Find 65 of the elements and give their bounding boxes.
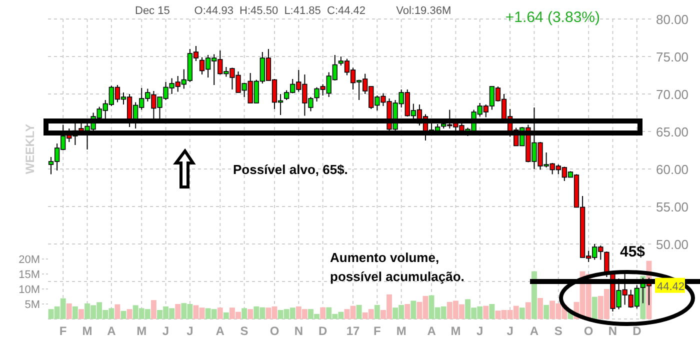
bar: [538, 298, 543, 319]
x-tick-label: J: [476, 324, 484, 338]
chart-subtitle: Dec 15 O:44.93 H:45.50 L:41.85 C:44.42 Vol:19.36M: [135, 5, 452, 17]
x-tick-label: N: [294, 324, 303, 338]
y-tick-label: 70.00: [656, 87, 689, 102]
x-tick-label: A: [216, 324, 225, 338]
bar: [404, 304, 410, 319]
candlestick: [604, 251, 610, 278]
y2-tick-label: 15M: [18, 269, 40, 281]
x-tick-label: S: [240, 324, 248, 338]
x-tick-label: S: [554, 324, 562, 338]
x-tick-label: A: [530, 324, 539, 338]
annotation: Aumento volume, possível acumulação.: [330, 250, 464, 284]
x-tick-label: J: [186, 324, 194, 338]
x-tick-label: M: [450, 324, 461, 338]
bar: [120, 310, 126, 319]
x-tick-label: M: [82, 324, 92, 338]
bar: [114, 304, 120, 319]
bar: [483, 306, 489, 319]
bar: [72, 306, 78, 319]
bar: [175, 304, 181, 319]
bar: [66, 303, 72, 319]
x-tick-label: J: [162, 324, 170, 338]
x-tick-label: O: [584, 324, 594, 338]
y-tick-label: 75.00: [656, 50, 689, 64]
y-tick-label: 80.00: [656, 12, 689, 27]
bar: [374, 304, 380, 319]
bar: [223, 312, 229, 319]
y2-tick-label: 5M: [24, 299, 40, 311]
y2-tick-label: 10M: [18, 284, 40, 296]
x-tick-label: O: [270, 324, 280, 338]
bar: [356, 304, 362, 319]
x-tick-label: A: [107, 324, 116, 338]
annotation: Possível alvo, 65$.: [233, 162, 348, 177]
bar: [410, 300, 416, 319]
annotation: 44.42: [657, 280, 685, 293]
x-tick-label: D: [318, 324, 328, 338]
x-tick-label: F: [374, 324, 381, 338]
bar: [242, 308, 248, 319]
x-tick-label: M: [396, 324, 406, 338]
x-tick-label: J: [506, 324, 514, 338]
y2-tick-label: 20M: [18, 254, 40, 266]
bar: [592, 296, 598, 319]
x-tick-label: D: [632, 324, 642, 338]
annotation: +1.64 (3.83%): [505, 9, 600, 26]
bar: [78, 309, 84, 319]
bar: [544, 304, 550, 319]
bar: [126, 309, 132, 319]
ref-line-label: 45$: [620, 244, 646, 260]
bar: [320, 307, 326, 319]
bar: [525, 302, 531, 319]
y-tick-label: 55.00: [656, 200, 689, 214]
x-tick-label: N: [608, 324, 618, 338]
bar: [150, 300, 156, 319]
x-tick-label: 17: [346, 324, 360, 338]
y-tick-label: 60.00: [656, 162, 689, 177]
bar: [489, 304, 495, 319]
x-tick-label: M: [136, 324, 147, 338]
y-tick-label: 65.00: [656, 124, 689, 140]
y-tick-label: 50.00: [656, 237, 689, 252]
bar: [217, 308, 223, 319]
bar: [519, 308, 525, 319]
x-tick-label: F: [59, 324, 67, 338]
x-tick-label: A: [427, 324, 436, 338]
bar: [248, 309, 254, 319]
